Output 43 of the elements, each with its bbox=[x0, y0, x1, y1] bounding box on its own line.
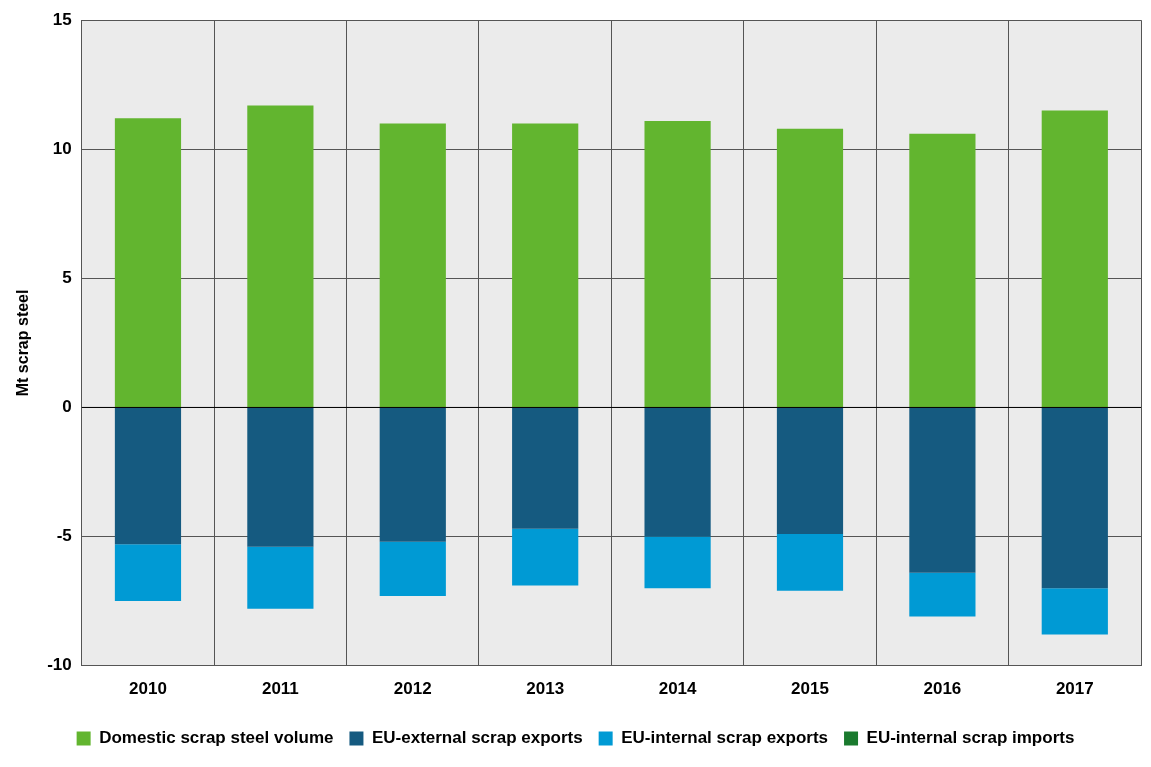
bar bbox=[1041, 588, 1108, 635]
bar bbox=[909, 133, 976, 407]
y-tick-label: 15 bbox=[52, 9, 72, 29]
bar bbox=[379, 541, 446, 596]
bar bbox=[644, 120, 711, 407]
bar bbox=[909, 407, 976, 573]
y-tick-label: 10 bbox=[52, 138, 72, 158]
y-tick-label: -10 bbox=[47, 655, 72, 675]
bar bbox=[379, 407, 446, 542]
y-axis-title: Mt scrap steel bbox=[14, 289, 32, 397]
legend-label: EU-external scrap exports bbox=[371, 728, 583, 748]
x-tick-label: 2015 bbox=[791, 679, 829, 699]
x-tick-label: 2013 bbox=[526, 679, 565, 699]
bar bbox=[114, 118, 182, 407]
bar bbox=[114, 544, 182, 602]
bar bbox=[776, 533, 844, 591]
bar bbox=[776, 128, 844, 407]
bar bbox=[512, 407, 579, 529]
bar bbox=[247, 407, 314, 547]
bar bbox=[247, 546, 314, 609]
legend-label: EU-internal scrap exports bbox=[621, 728, 829, 748]
legend-label: EU-internal scrap imports bbox=[866, 728, 1075, 748]
bar bbox=[114, 407, 182, 545]
bar bbox=[909, 572, 976, 617]
x-tick-label: 2017 bbox=[1055, 679, 1094, 699]
bar bbox=[776, 407, 844, 534]
bar bbox=[379, 123, 446, 407]
y-tick-label: 5 bbox=[62, 268, 72, 288]
bar bbox=[512, 528, 579, 586]
x-tick-label: 2016 bbox=[923, 679, 962, 699]
legend-label: Domestic scrap steel volume bbox=[99, 728, 334, 748]
bar bbox=[512, 123, 579, 407]
x-tick-label: 2012 bbox=[393, 679, 432, 699]
x-tick-label: 2010 bbox=[129, 679, 167, 699]
x-tick-label: 2014 bbox=[658, 679, 698, 699]
bar bbox=[1041, 407, 1108, 589]
x-tick-label: 2011 bbox=[261, 679, 299, 699]
y-tick-label: 0 bbox=[62, 397, 72, 417]
bar bbox=[644, 536, 711, 589]
y-tick-label: -5 bbox=[56, 526, 72, 546]
bar bbox=[644, 407, 711, 537]
bar bbox=[1041, 110, 1108, 407]
bar bbox=[247, 105, 314, 407]
